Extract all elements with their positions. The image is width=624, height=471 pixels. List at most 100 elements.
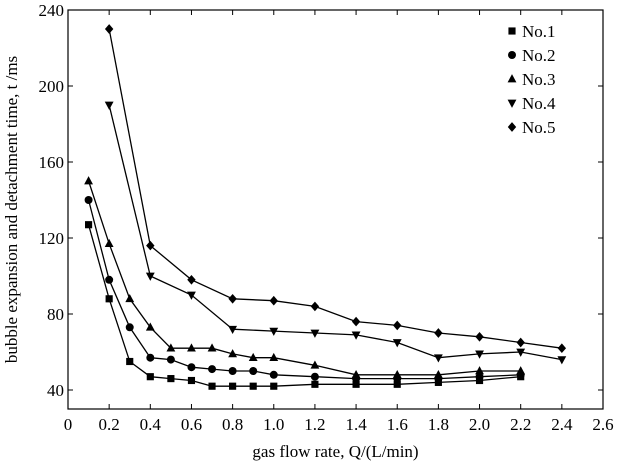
data-point <box>207 343 217 352</box>
series-4 <box>104 101 567 365</box>
legend-item: No.1 <box>508 22 556 41</box>
y-tick-label: 160 <box>39 153 65 172</box>
data-point <box>228 325 238 335</box>
series-line <box>108 104 562 361</box>
x-tick-label: 1.4 <box>345 415 367 434</box>
data-point <box>228 349 238 358</box>
data-point <box>125 323 134 332</box>
legend-label: No.3 <box>522 70 556 89</box>
data-point <box>105 275 114 284</box>
x-tick-label: 1.2 <box>304 415 325 434</box>
data-point <box>166 355 175 364</box>
data-point <box>516 366 526 375</box>
x-axis-title: gas flow rate, Q/(L/min) <box>252 442 418 461</box>
data-point <box>310 329 320 338</box>
data-point <box>229 382 237 390</box>
data-point <box>269 352 279 362</box>
data-point <box>104 24 114 34</box>
data-point <box>310 372 319 381</box>
data-point <box>249 382 257 390</box>
data-point <box>104 238 114 248</box>
y-axis-ticks: 40 80 120 160 200 240 <box>39 1 603 400</box>
data-point <box>187 291 196 300</box>
series-layer <box>84 24 567 390</box>
data-point <box>475 331 484 342</box>
data-point <box>146 373 154 381</box>
x-axis-ticks: 0 0.2 0.4 0.6 0.8 1.0 1.2 1.4 1.6 1.8 2.0 2.2 2.4 2.6 <box>64 10 614 434</box>
data-point <box>434 328 443 338</box>
data-point <box>393 320 402 331</box>
data-point <box>433 354 443 363</box>
legend-item: No.2 <box>508 46 556 65</box>
plot-frame <box>67 9 604 410</box>
data-point <box>187 376 196 385</box>
x-tick-label: 0.4 <box>140 415 162 434</box>
data-point <box>351 316 361 327</box>
x-tick-label: 0.8 <box>222 415 243 434</box>
data-point <box>269 327 279 336</box>
series-2 <box>84 196 525 383</box>
series-1 <box>85 221 525 390</box>
data-point <box>475 350 484 359</box>
legend-item: No.3 <box>507 70 556 89</box>
data-point <box>269 370 278 379</box>
legend-marker <box>507 122 517 132</box>
data-point <box>187 363 196 372</box>
data-point <box>433 369 443 379</box>
data-point <box>557 356 567 365</box>
data-point <box>393 380 401 388</box>
x-tick-label: 1.8 <box>428 415 449 434</box>
data-point <box>145 272 155 281</box>
data-point <box>516 337 525 348</box>
data-point <box>475 372 484 381</box>
data-point <box>352 380 360 388</box>
x-tick-label: 2.2 <box>510 415 531 434</box>
legend-item: No.4 <box>507 94 556 113</box>
data-point <box>392 339 402 348</box>
legend-marker <box>508 27 516 35</box>
data-point <box>126 357 134 366</box>
x-tick-label: 1.6 <box>387 415 408 434</box>
data-point <box>146 353 155 362</box>
data-point <box>248 352 258 362</box>
data-point <box>208 365 217 374</box>
legend-marker <box>508 51 516 59</box>
y-tick-label: 120 <box>39 229 65 248</box>
legend-marker <box>507 99 517 108</box>
data-point <box>167 375 175 383</box>
series-3 <box>84 176 526 379</box>
data-point <box>208 382 216 390</box>
data-point <box>84 176 93 185</box>
data-point <box>228 367 237 375</box>
legend-marker <box>507 74 517 83</box>
data-point <box>146 240 155 251</box>
data-point <box>84 196 93 204</box>
data-point <box>269 295 278 306</box>
y-tick-label: 80 <box>47 305 64 324</box>
y-tick-label: 240 <box>39 1 65 20</box>
legend: No.1 No.2 No.3 No.4 No.5 <box>507 22 556 137</box>
plot-area <box>67 9 604 410</box>
legend-label: No.1 <box>522 22 556 41</box>
data-point <box>249 367 258 375</box>
data-point <box>125 293 135 303</box>
series-5 <box>104 24 567 354</box>
data-point <box>85 221 93 229</box>
series-line <box>87 180 521 376</box>
x-tick-label: 2.4 <box>551 415 573 434</box>
y-tick-label: 200 <box>39 77 65 96</box>
y-tick-label: 40 <box>47 381 64 400</box>
x-tick-label: 0 <box>64 415 73 434</box>
legend-label: No.5 <box>522 118 556 137</box>
legend-label: No.2 <box>522 46 556 65</box>
series-line <box>87 224 521 387</box>
data-point <box>166 343 176 352</box>
series-line <box>108 28 562 349</box>
data-point <box>105 295 113 303</box>
data-point <box>392 369 402 379</box>
data-point <box>270 382 278 390</box>
x-tick-label: 0.6 <box>181 415 202 434</box>
x-tick-label: 1.0 <box>263 415 284 434</box>
